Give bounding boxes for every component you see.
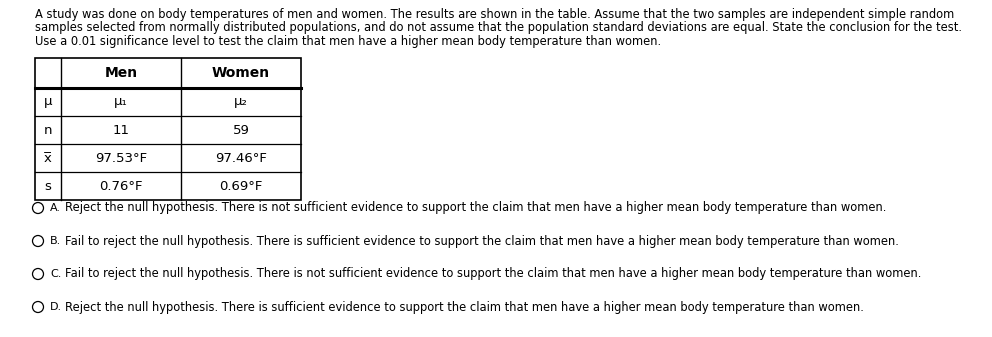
Text: Reject the null hypothesis. There is sufficient evidence to support the claim th: Reject the null hypothesis. There is suf…	[65, 301, 864, 313]
Text: 11: 11	[112, 123, 130, 136]
Text: μ: μ	[44, 95, 53, 109]
Text: n: n	[44, 123, 53, 136]
Bar	[35, 58, 301, 200]
Text: μ₁: μ₁	[114, 95, 128, 109]
Text: Reject the null hypothesis. There is not sufficient evidence to support the clai: Reject the null hypothesis. There is not…	[65, 202, 887, 214]
Text: D.: D.	[50, 302, 62, 312]
Text: μ₂: μ₂	[234, 95, 248, 109]
Text: 0.69°F: 0.69°F	[219, 180, 263, 192]
Text: A.: A.	[50, 203, 61, 213]
Text: C.: C.	[50, 269, 62, 279]
Text: s: s	[45, 180, 52, 192]
Text: 0.76°F: 0.76°F	[99, 180, 143, 192]
Text: 97.46°F: 97.46°F	[215, 152, 267, 164]
Text: Use a 0.01 significance level to test the claim that men have a higher mean body: Use a 0.01 significance level to test th…	[35, 35, 661, 48]
Text: samples selected from normally distributed populations, and do not assume that t: samples selected from normally distribut…	[35, 22, 962, 34]
Text: Fail to reject the null hypothesis. There is not sufficient evidence to support : Fail to reject the null hypothesis. Ther…	[65, 268, 922, 280]
Text: 59: 59	[232, 123, 249, 136]
Text: 97.53°F: 97.53°F	[95, 152, 147, 164]
Text: B.: B.	[50, 236, 62, 246]
Text: x̅: x̅	[44, 152, 52, 164]
Text: Men: Men	[104, 66, 138, 80]
Text: A study was done on body temperatures of men and women. The results are shown in: A study was done on body temperatures of…	[35, 8, 954, 21]
Text: Fail to reject the null hypothesis. There is sufficient evidence to support the : Fail to reject the null hypothesis. Ther…	[65, 235, 899, 247]
Text: Women: Women	[212, 66, 270, 80]
